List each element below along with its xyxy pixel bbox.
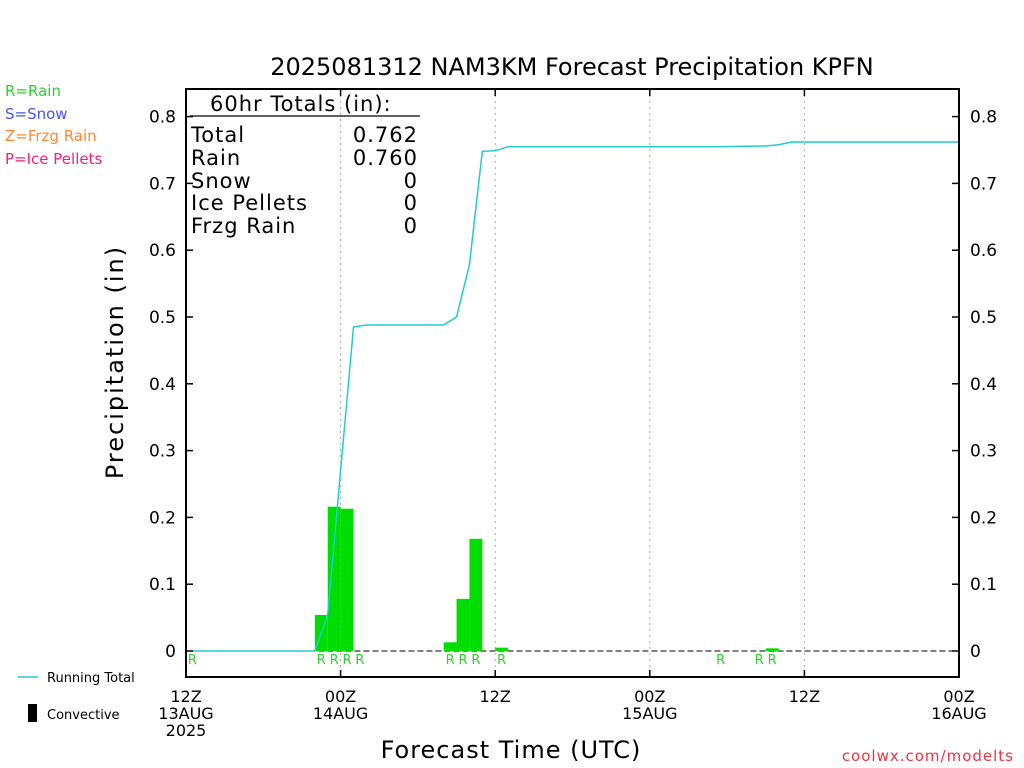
y-tick-label-left-5: 0.5 — [149, 308, 176, 328]
y-axis-label: Precipitation (in) — [101, 245, 129, 479]
x-tick-label-0-0: 12Z — [170, 687, 201, 706]
y-tick-label-right-0: 0 — [970, 642, 981, 662]
precip-bar-23h — [469, 538, 483, 651]
grid-lines — [340, 89, 805, 677]
plot-frame — [185, 88, 960, 678]
bottom-legend: Running Total Convective — [18, 671, 135, 723]
running-total-path — [192, 141, 959, 652]
y-tick-label-right-4: 0.4 — [970, 375, 997, 395]
running-total-line — [192, 141, 959, 652]
type-marker-1: R — [317, 653, 326, 668]
credit-text: coolwx.com/modelts — [842, 747, 1014, 765]
type-marker-0: R — [188, 653, 197, 668]
y-tick-label-right-2: 0.2 — [970, 508, 997, 528]
type-marker-9: R — [716, 653, 725, 668]
totals-box: 60hr Totals (in): Total 0.762 Rain 0.760… — [190, 92, 420, 238]
running-total-label: Running Total — [47, 671, 135, 686]
y-tick-label-right-3: 0.3 — [970, 442, 997, 462]
y-tick-label-right-1: 0.1 — [970, 575, 997, 595]
y-axis-left: 0 0.1 0.2 0.3 0.4 0.5 0.6 0.7 0.8 — [149, 108, 193, 662]
bars — [314, 506, 779, 651]
x-axis-label: Forecast Time (UTC) — [381, 736, 642, 764]
legend-freezing-rain: Z=Frzg Rain — [5, 127, 97, 145]
x-tick-label-0-2: 2025 — [166, 721, 207, 740]
x-tick-label-1-1: 14AUG — [313, 704, 368, 723]
y-tick-label-left-4: 0.4 — [149, 375, 176, 395]
y-tick-label-right-8: 0.8 — [970, 108, 997, 128]
y-axis-right: 0 0.1 0.2 0.3 0.4 0.5 0.6 0.7 0.8 — [952, 108, 997, 662]
totals-value-ice-pellets: 0 — [404, 191, 418, 215]
y-tick-label-left-8: 0.8 — [149, 108, 176, 128]
totals-label-frzg-rain: Frzg Rain — [191, 214, 296, 238]
type-marker-4: R — [355, 653, 364, 668]
type-marker-7: R — [471, 653, 480, 668]
y-tick-label-left-0: 0 — [165, 642, 176, 662]
y-tick-label-left-7: 0.7 — [149, 174, 176, 194]
y-tick-label-left-6: 0.6 — [149, 241, 176, 261]
x-tick-label-0-1: 13AUG — [158, 704, 213, 723]
x-tick-label-5-0: 00Z — [943, 687, 974, 706]
totals-value-total: 0.762 — [353, 123, 418, 147]
x-tick-label-2-0: 12Z — [480, 687, 511, 706]
totals-label-ice-pellets: Ice Pellets — [191, 191, 308, 215]
x-tick-label-4-0: 12Z — [789, 687, 820, 706]
convective-swatch — [28, 704, 37, 722]
precip-bar-12h — [327, 506, 341, 651]
type-marker-8: R — [497, 653, 506, 668]
totals-header: 60hr Totals (in): — [210, 92, 392, 116]
x-tick-label-1-0: 00Z — [325, 687, 356, 706]
y-tick-label-left-1: 0.1 — [149, 575, 176, 595]
y-tick-label-left-3: 0.3 — [149, 442, 176, 462]
totals-label-total: Total — [190, 123, 245, 147]
legend-rain: R=Rain — [5, 82, 61, 100]
y-tick-label-right-7: 0.7 — [970, 174, 997, 194]
precip-bar-21h — [443, 642, 457, 651]
x-tick-label-3-1: 15AUG — [622, 704, 677, 723]
x-tick-label-5-1: 16AUG — [931, 704, 986, 723]
precip-type-legend: R=Rain S=Snow Z=Frzg Rain P=Ice Pellets — [5, 82, 102, 168]
totals-label-snow: Snow — [191, 169, 252, 193]
x-tick-label-3-0: 00Z — [634, 687, 665, 706]
precip-bar-46h — [765, 648, 779, 651]
convective-label: Convective — [47, 708, 120, 723]
y-tick-label-right-6: 0.6 — [970, 241, 997, 261]
type-marker-3: R — [343, 653, 352, 668]
type-marker-5: R — [446, 653, 455, 668]
chart-title: 2025081312 NAM3KM Forecast Precipitation… — [270, 53, 874, 81]
totals-value-rain: 0.760 — [353, 146, 418, 170]
precip-bar-25h — [495, 647, 509, 651]
type-marker-2: R — [330, 653, 339, 668]
totals-value-snow: 0 — [404, 169, 418, 193]
totals-value-frzg-rain: 0 — [404, 214, 418, 238]
y-tick-label-left-2: 0.2 — [149, 508, 176, 528]
y-tick-label-right-5: 0.5 — [970, 308, 997, 328]
type-marker-10: R — [755, 653, 764, 668]
type-marker-6: R — [458, 653, 467, 668]
type-marker-11: R — [768, 653, 777, 668]
totals-label-rain: Rain — [191, 146, 241, 170]
legend-ice-pellets: P=Ice Pellets — [5, 150, 102, 168]
legend-snow: S=Snow — [5, 105, 68, 123]
precip-bar-22h — [456, 598, 470, 651]
precip-bar-13h — [340, 508, 354, 651]
